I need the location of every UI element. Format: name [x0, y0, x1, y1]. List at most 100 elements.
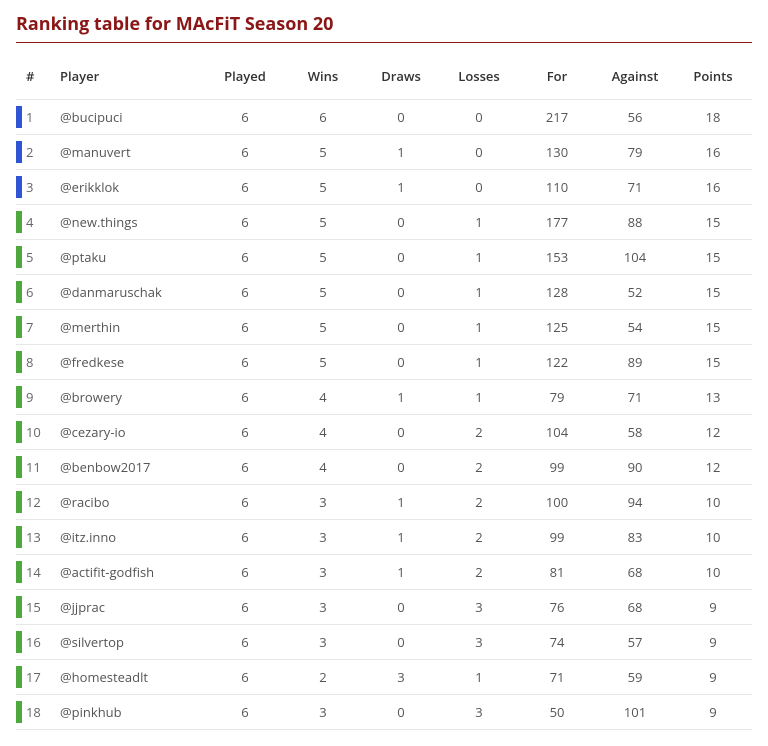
cell-points: 15 — [674, 240, 752, 275]
tier-marker — [16, 380, 24, 415]
tier-marker — [16, 240, 24, 275]
cell-for: 81 — [518, 555, 596, 590]
cell-rank: 2 — [24, 135, 56, 170]
col-losses: Losses — [440, 57, 518, 100]
cell-losses: 1 — [440, 380, 518, 415]
cell-draws: 1 — [362, 380, 440, 415]
cell-rank: 12 — [24, 485, 56, 520]
cell-for: 104 — [518, 415, 596, 450]
cell-for: 74 — [518, 625, 596, 660]
col-played: Played — [206, 57, 284, 100]
cell-draws: 1 — [362, 520, 440, 555]
cell-played: 6 — [206, 170, 284, 205]
cell-against: 57 — [596, 625, 674, 660]
cell-against: 68 — [596, 590, 674, 625]
cell-points: 12 — [674, 450, 752, 485]
cell-played: 6 — [206, 100, 284, 135]
cell-played: 6 — [206, 380, 284, 415]
cell-played: 6 — [206, 520, 284, 555]
cell-against: 101 — [596, 695, 674, 730]
cell-played: 6 — [206, 205, 284, 240]
cell-played: 6 — [206, 695, 284, 730]
cell-wins: 5 — [284, 310, 362, 345]
cell-player: @racibo — [56, 485, 206, 520]
cell-rank: 11 — [24, 450, 56, 485]
tier-marker — [16, 695, 24, 730]
cell-draws: 0 — [362, 590, 440, 625]
cell-player: @merthin — [56, 310, 206, 345]
cell-against: 59 — [596, 660, 674, 695]
col-against: Against — [596, 57, 674, 100]
cell-wins: 3 — [284, 625, 362, 660]
col-points: Points — [674, 57, 752, 100]
cell-points: 15 — [674, 345, 752, 380]
cell-played: 6 — [206, 345, 284, 380]
cell-wins: 5 — [284, 345, 362, 380]
cell-rank: 8 — [24, 345, 56, 380]
cell-draws: 0 — [362, 240, 440, 275]
cell-player: @new.things — [56, 205, 206, 240]
tier-marker — [16, 310, 24, 345]
cell-losses: 2 — [440, 415, 518, 450]
cell-losses: 3 — [440, 695, 518, 730]
cell-losses: 1 — [440, 345, 518, 380]
table-row: 5@ptaku650115310415 — [16, 240, 752, 275]
cell-against: 58 — [596, 415, 674, 450]
cell-draws: 0 — [362, 450, 440, 485]
cell-played: 6 — [206, 590, 284, 625]
table-row: 3@erikklok65101107116 — [16, 170, 752, 205]
cell-rank: 16 — [24, 625, 56, 660]
cell-wins: 5 — [284, 205, 362, 240]
cell-played: 6 — [206, 135, 284, 170]
cell-played: 6 — [206, 660, 284, 695]
cell-points: 12 — [674, 415, 752, 450]
table-row: 11@benbow20176402999012 — [16, 450, 752, 485]
cell-wins: 5 — [284, 275, 362, 310]
cell-points: 10 — [674, 555, 752, 590]
cell-wins: 5 — [284, 135, 362, 170]
cell-played: 6 — [206, 450, 284, 485]
cell-draws: 0 — [362, 100, 440, 135]
cell-wins: 3 — [284, 520, 362, 555]
cell-rank: 5 — [24, 240, 56, 275]
cell-against: 79 — [596, 135, 674, 170]
table-row: 12@racibo63121009410 — [16, 485, 752, 520]
cell-wins: 3 — [284, 555, 362, 590]
col-marker — [16, 57, 24, 100]
cell-against: 94 — [596, 485, 674, 520]
cell-losses: 1 — [440, 205, 518, 240]
cell-points: 10 — [674, 520, 752, 555]
table-row: 14@actifit-godfish6312816810 — [16, 555, 752, 590]
cell-points: 15 — [674, 205, 752, 240]
tier-marker — [16, 205, 24, 240]
cell-losses: 1 — [440, 275, 518, 310]
tier-marker — [16, 345, 24, 380]
cell-losses: 0 — [440, 170, 518, 205]
tier-marker — [16, 590, 24, 625]
cell-against: 71 — [596, 170, 674, 205]
cell-played: 6 — [206, 310, 284, 345]
cell-losses: 2 — [440, 450, 518, 485]
tier-marker — [16, 625, 24, 660]
cell-for: 177 — [518, 205, 596, 240]
cell-player: @fredkese — [56, 345, 206, 380]
cell-rank: 14 — [24, 555, 56, 590]
cell-losses: 1 — [440, 240, 518, 275]
cell-points: 9 — [674, 625, 752, 660]
cell-rank: 10 — [24, 415, 56, 450]
cell-against: 104 — [596, 240, 674, 275]
cell-losses: 3 — [440, 625, 518, 660]
cell-for: 71 — [518, 660, 596, 695]
table-row: 16@silvertop630374579 — [16, 625, 752, 660]
cell-draws: 1 — [362, 170, 440, 205]
cell-for: 153 — [518, 240, 596, 275]
cell-player: @bucipuci — [56, 100, 206, 135]
table-row: 1@bucipuci66002175618 — [16, 100, 752, 135]
cell-against: 89 — [596, 345, 674, 380]
cell-rank: 13 — [24, 520, 56, 555]
cell-against: 90 — [596, 450, 674, 485]
cell-player: @itz.inno — [56, 520, 206, 555]
cell-player: @benbow2017 — [56, 450, 206, 485]
cell-for: 122 — [518, 345, 596, 380]
col-draws: Draws — [362, 57, 440, 100]
